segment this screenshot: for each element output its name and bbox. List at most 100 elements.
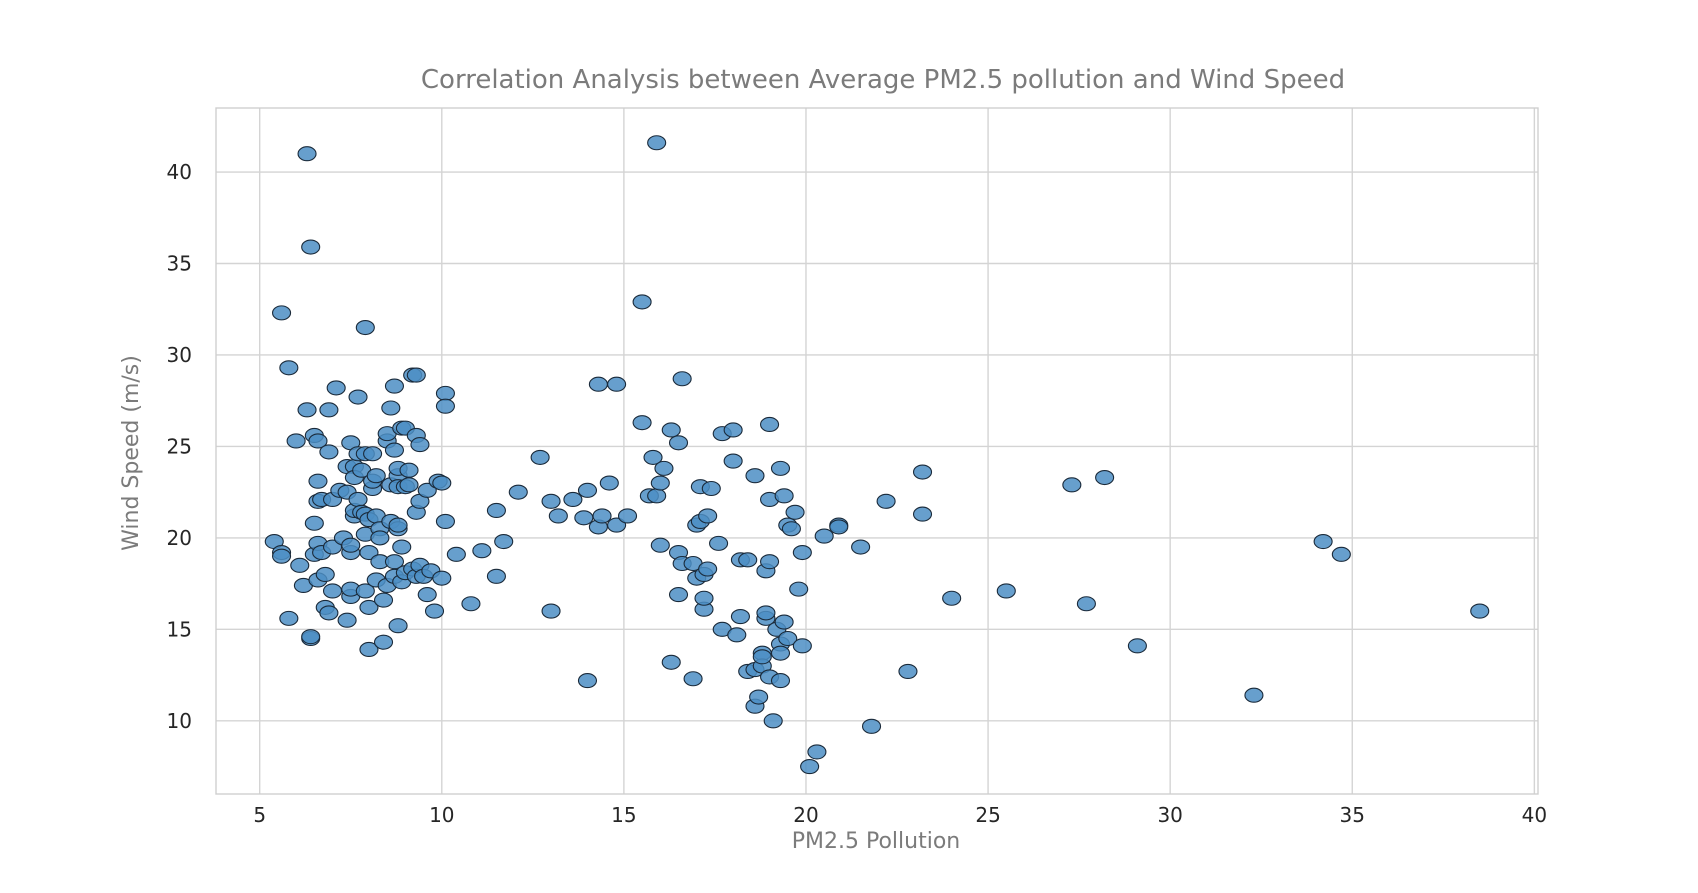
data-point — [286, 433, 306, 449]
data-point — [774, 488, 794, 504]
data-point — [781, 521, 801, 537]
data-point — [417, 482, 437, 498]
data-point — [494, 534, 514, 550]
data-point — [654, 460, 674, 476]
chart-title: Correlation Analysis between Average PM2… — [421, 65, 1345, 95]
data-point — [363, 446, 383, 462]
data-point — [1244, 687, 1264, 703]
x-tick-label: 5 — [253, 803, 266, 827]
data-point — [435, 385, 455, 401]
data-point — [508, 484, 528, 500]
data-point — [290, 557, 310, 573]
data-point — [417, 587, 437, 603]
data-point — [373, 634, 394, 650]
data-point — [432, 570, 452, 586]
data-point — [792, 638, 812, 654]
data-point — [807, 744, 827, 760]
data-point — [297, 146, 317, 162]
data-point — [548, 508, 568, 524]
data-point — [694, 590, 714, 606]
x-axis-ticks: 5 10 15 20 25 30 35 40 — [253, 803, 1547, 827]
data-point — [384, 554, 405, 570]
data-point — [319, 402, 339, 418]
data-point — [876, 493, 896, 509]
data-point — [1470, 603, 1490, 619]
data-point — [432, 475, 452, 491]
data-point — [297, 402, 317, 418]
data-point — [392, 539, 412, 555]
data-point — [698, 561, 718, 577]
data-point — [898, 663, 918, 679]
data-point — [370, 530, 390, 546]
data-point — [770, 460, 791, 476]
data-point — [756, 605, 776, 621]
data-point — [650, 537, 670, 553]
data-point — [763, 713, 783, 729]
data-point — [388, 517, 408, 533]
data-point — [789, 581, 809, 597]
data-point — [647, 488, 667, 504]
data-point — [359, 641, 379, 658]
data-point — [435, 513, 455, 529]
data-point — [647, 135, 667, 151]
data-point — [304, 515, 324, 531]
data-point — [1313, 534, 1333, 550]
data-point — [723, 453, 743, 469]
data-point — [668, 435, 689, 451]
data-point — [1062, 477, 1082, 493]
data-point — [388, 618, 408, 634]
data-point — [326, 380, 346, 396]
data-point — [424, 603, 445, 619]
data-point — [942, 590, 962, 606]
data-point — [698, 508, 718, 524]
data-point — [592, 508, 612, 524]
data-point — [359, 599, 379, 615]
data-point — [607, 376, 627, 392]
data-point — [563, 491, 583, 508]
data-point — [348, 491, 368, 508]
x-tick-label: 40 — [1522, 803, 1547, 827]
data-point — [785, 504, 805, 520]
data-point — [381, 400, 401, 416]
data-point — [272, 548, 292, 564]
data-point — [355, 583, 375, 599]
data-point — [366, 468, 386, 484]
data-point — [709, 535, 729, 551]
data-point — [617, 508, 638, 524]
data-point — [745, 468, 765, 484]
x-tick-label: 25 — [975, 803, 1000, 827]
data-point — [701, 480, 721, 497]
x-tick-label: 30 — [1157, 803, 1182, 827]
data-point — [384, 378, 405, 394]
data-point — [315, 566, 335, 583]
data-point — [319, 444, 339, 460]
data-point — [279, 360, 299, 376]
data-point — [800, 759, 820, 775]
y-tick-label: 15 — [167, 617, 192, 641]
data-point — [1095, 469, 1115, 486]
data-point — [632, 294, 652, 310]
data-point — [384, 442, 405, 458]
x-tick-label: 20 — [793, 803, 818, 827]
data-point — [1331, 546, 1351, 562]
data-point — [399, 462, 419, 478]
data-point — [486, 568, 506, 584]
data-point — [632, 415, 652, 431]
data-point — [1127, 638, 1147, 654]
data-point — [577, 673, 598, 689]
data-point — [861, 718, 882, 734]
data-point — [760, 416, 780, 433]
data-point — [348, 389, 368, 405]
data-point — [749, 689, 769, 705]
y-tick-label: 20 — [167, 526, 192, 550]
data-point — [541, 493, 561, 509]
data-point — [574, 510, 594, 526]
y-tick-label: 10 — [167, 709, 192, 733]
data-point — [668, 587, 689, 603]
y-tick-label: 25 — [167, 434, 192, 458]
data-point — [599, 475, 619, 491]
data-point — [774, 614, 794, 630]
data-point — [661, 654, 681, 670]
